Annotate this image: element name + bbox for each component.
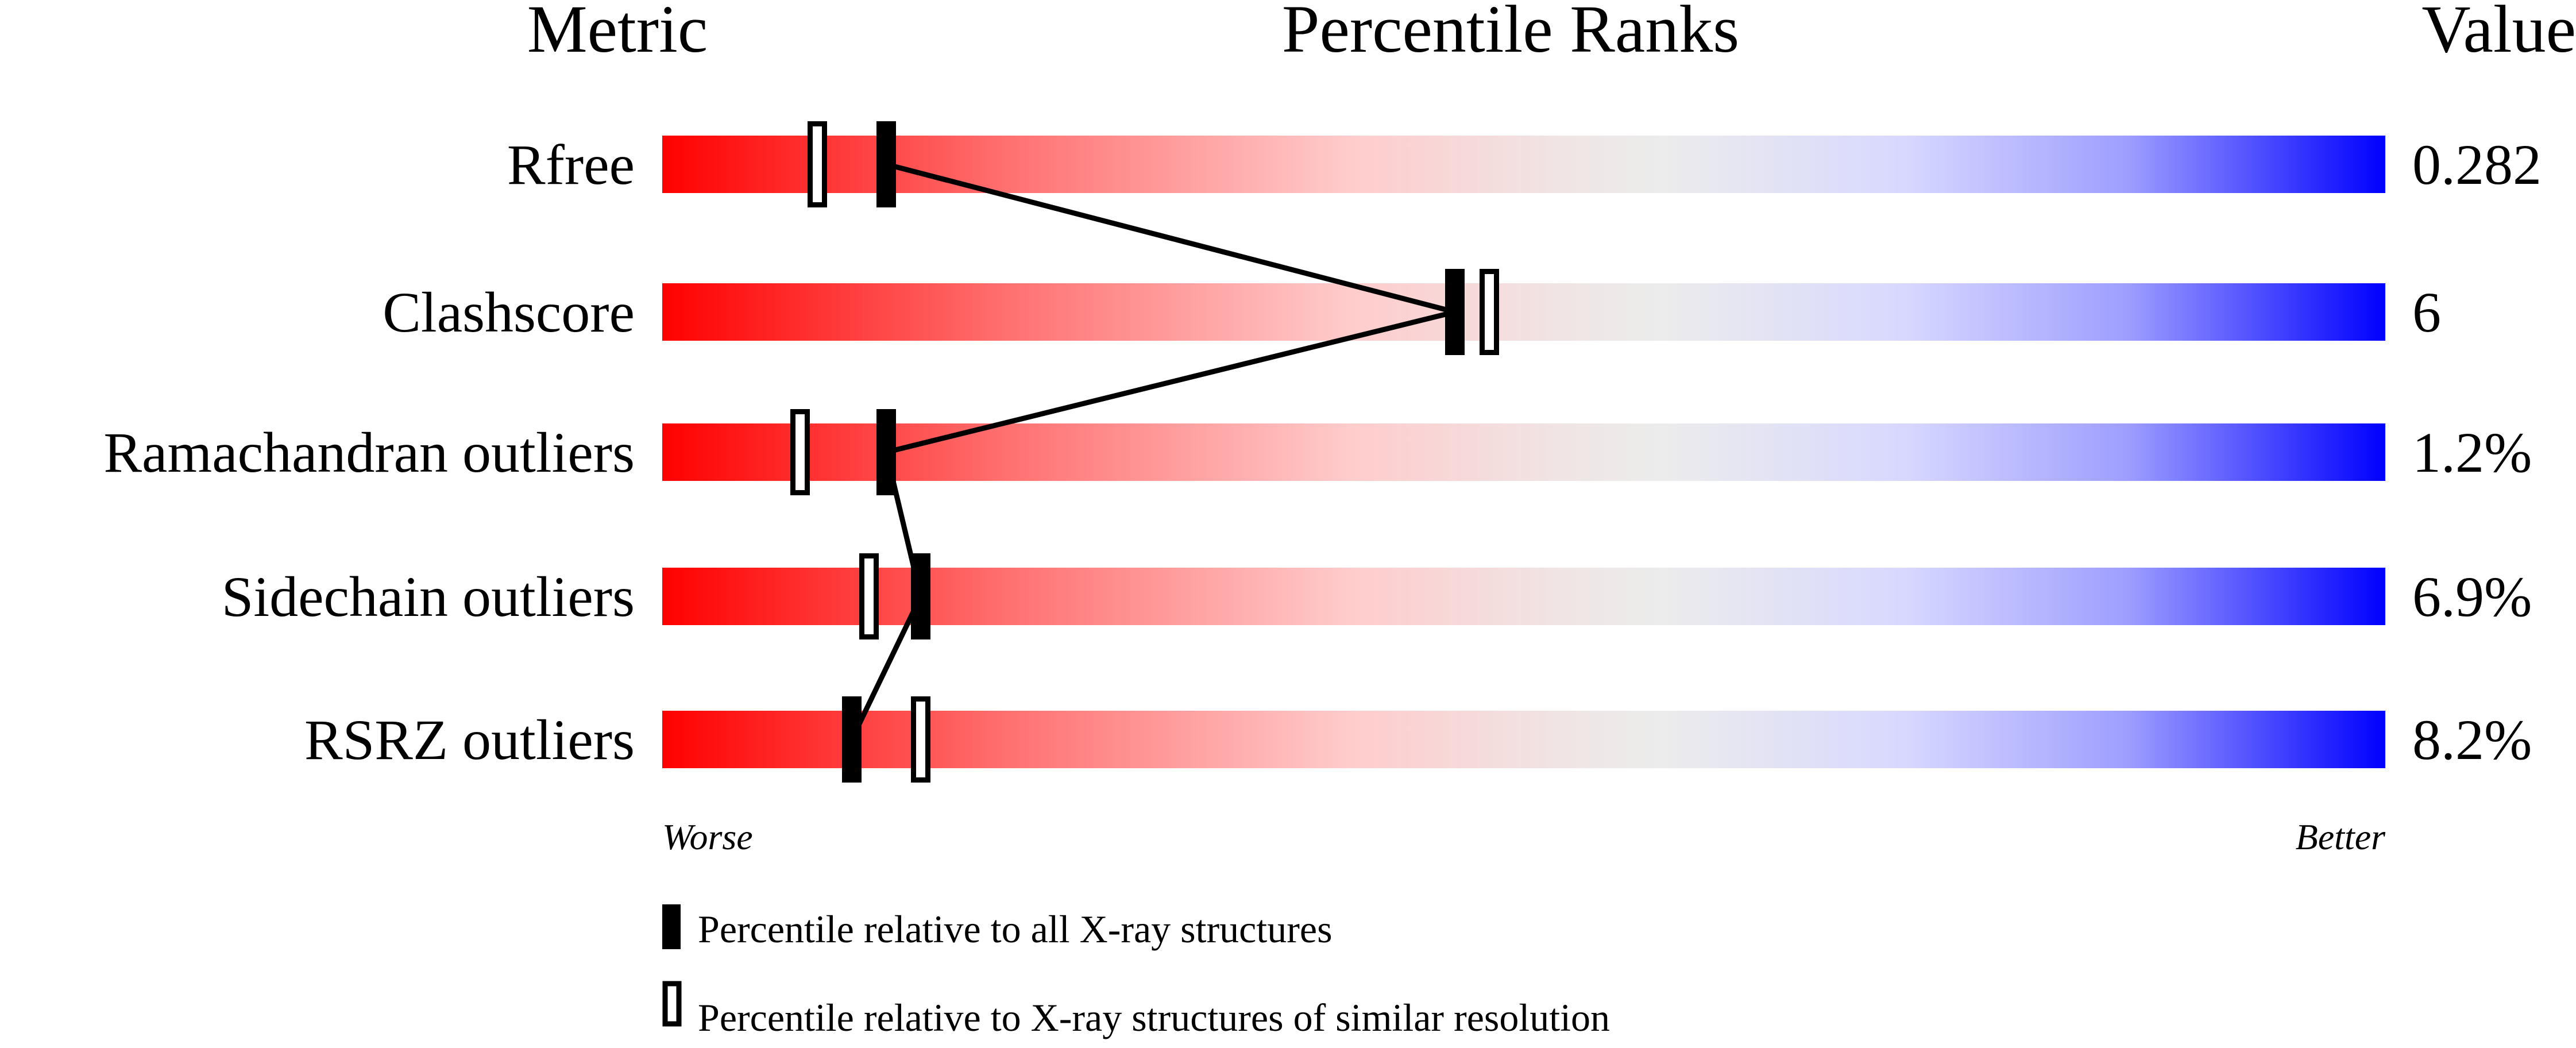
metric-label: RSRZ outliers (304, 708, 635, 772)
legend-filled-label: Percentile relative to all X-ray structu… (698, 907, 1333, 951)
percentile-bar (662, 568, 2385, 625)
marker-similar-resolution (808, 121, 827, 207)
metric-header: Metric (527, 0, 708, 67)
better-label: Better (2296, 816, 2386, 857)
metric-value: 8.2% (2412, 708, 2532, 772)
marker-similar-resolution (790, 409, 810, 495)
percentile-bar (662, 711, 2385, 768)
legend-open-marker (662, 981, 682, 1027)
legend-filled-marker (662, 904, 681, 949)
marker-all-structures (1445, 269, 1465, 355)
metric-label: Ramachandran outliers (103, 421, 635, 484)
metric-value: 6 (2412, 280, 2441, 344)
marker-all-structures (842, 696, 862, 783)
metric-value: 6.9% (2412, 565, 2532, 629)
metric-label: Rfree (507, 133, 635, 196)
percentile-bar (662, 423, 2385, 481)
percentile-bar (662, 136, 2385, 193)
marker-all-structures (876, 409, 896, 495)
chart-title: Percentile Ranks (1282, 0, 1739, 67)
marker-all-structures (876, 121, 896, 207)
metric-label: Sidechain outliers (222, 565, 635, 629)
marker-all-structures (911, 553, 930, 639)
legend-open-label: Percentile relative to X-ray structures … (698, 996, 1610, 1039)
marker-similar-resolution (859, 553, 879, 639)
metric-value: 0.282 (2412, 133, 2542, 196)
marker-similar-resolution (911, 696, 930, 783)
worse-label: Worse (662, 816, 753, 857)
percentile-bar (662, 283, 2385, 341)
value-header: Value (2421, 0, 2576, 67)
metric-value: 1.2% (2412, 421, 2532, 484)
metric-label: Clashscore (383, 280, 635, 344)
marker-similar-resolution (1480, 269, 1499, 355)
